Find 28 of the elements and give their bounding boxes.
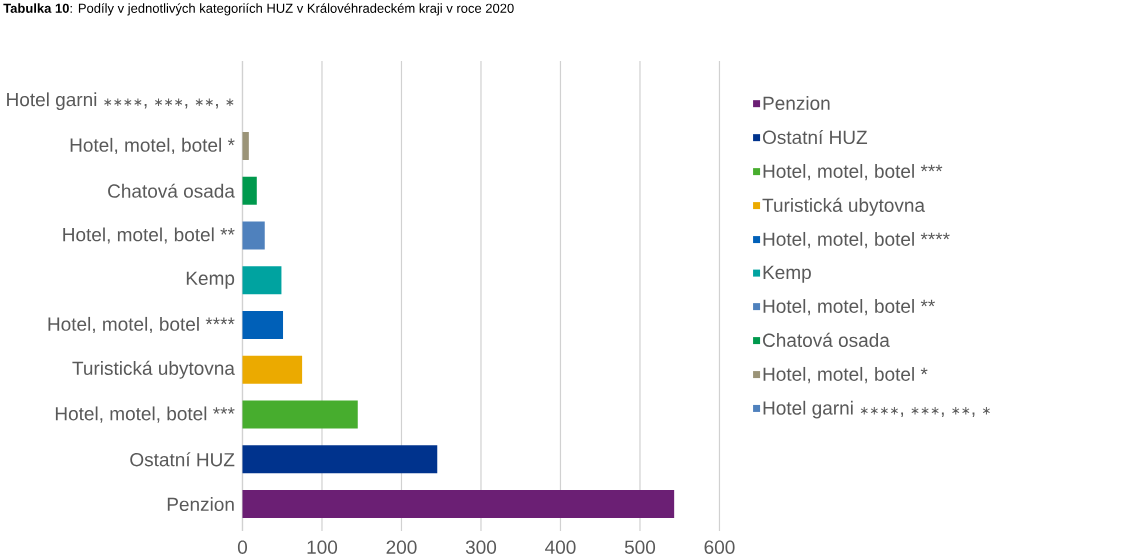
chart-title: Tabulka 10: Podíly v jednotlivých kategoriích HUZ v Královéhradeckém kraji v roce 2020 xyxy=(3,3,514,16)
y-tick-label: Kemp xyxy=(186,271,235,289)
legend-label: Chatová osada xyxy=(763,332,890,348)
y-tick-label: Penzion xyxy=(167,497,234,512)
x-tick-label: 500 xyxy=(624,540,656,554)
x-tick-label: 600 xyxy=(704,540,735,554)
y-tick-label: Turistická ubytovna xyxy=(72,360,235,379)
x-tick-label: 300 xyxy=(465,540,497,554)
x-tick-label: 100 xyxy=(307,540,338,554)
legend-label: Hotel, motel, botel *** xyxy=(763,163,943,181)
legend-label: Hotel, motel, botel **** xyxy=(763,231,950,249)
x-tick-label: 0 xyxy=(237,540,248,554)
y-tick-label: Hotel, motel, botel * xyxy=(70,137,235,155)
y-tick-label: Hotel, motel, botel **** xyxy=(48,316,235,334)
legend-label: Hotel garni ∗∗∗∗, ∗∗∗, ∗∗, ∗ xyxy=(763,400,990,419)
x-tick-label: 400 xyxy=(545,540,576,554)
y-tick-label: Hotel, motel, botel ** xyxy=(63,227,235,244)
y-tick-label: Hotel, motel, botel *** xyxy=(55,406,235,423)
legend-label: Hotel, motel, botel ** xyxy=(763,298,935,316)
legend-label: Kemp xyxy=(763,265,811,283)
y-tick-label: Chatová osada xyxy=(108,183,235,198)
y-tick-label: Hotel garni ∗∗∗∗, ∗∗∗, ∗∗, ∗ xyxy=(7,92,234,111)
legend-label: Hotel, motel, botel * xyxy=(763,366,928,384)
legend-label: Penzion xyxy=(763,96,830,110)
legend-label: Ostatní HUZ xyxy=(762,129,868,145)
y-tick-label: Ostatní HUZ xyxy=(130,452,235,467)
legend-label: Turistická ubytovna xyxy=(762,197,926,216)
x-tick-label: 200 xyxy=(386,540,417,554)
